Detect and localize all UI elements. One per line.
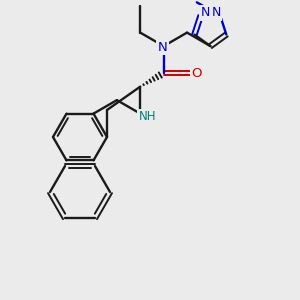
Text: N: N: [158, 40, 167, 54]
Text: N: N: [212, 6, 221, 19]
Text: N: N: [201, 6, 210, 19]
Text: O: O: [191, 67, 202, 80]
Text: NH: NH: [139, 110, 156, 123]
